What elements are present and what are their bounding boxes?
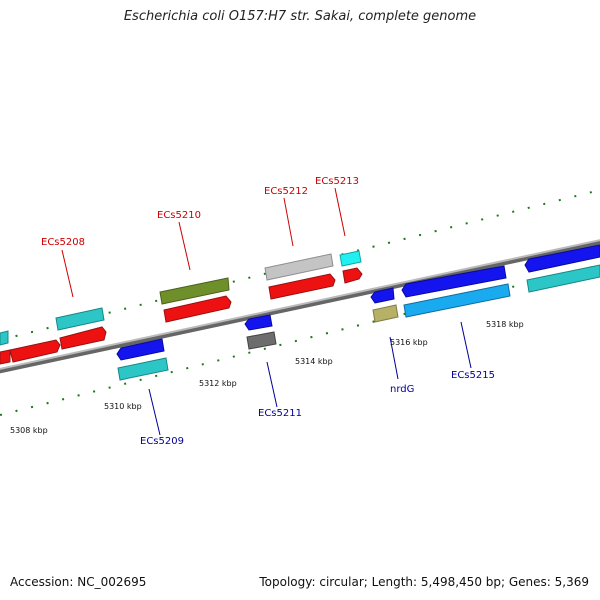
- gene-feature-khaki[interactable]: [372, 304, 399, 323]
- gene-label[interactable]: ECs5212: [264, 186, 308, 197]
- gene-label[interactable]: ECs5215: [451, 370, 495, 381]
- gene-feature-cyan[interactable]: [55, 307, 105, 331]
- gene-feature-cyan[interactable]: [526, 264, 600, 293]
- gene-label[interactable]: ECs5208: [41, 237, 85, 248]
- forward-strand-genes: [0, 250, 363, 365]
- gene-feature-red[interactable]: [59, 326, 107, 350]
- gene-feature-red[interactable]: [0, 349, 11, 365]
- map-title: Escherichia coli O157:H7 str. Sakai, com…: [123, 9, 477, 24]
- gene-label[interactable]: ECs5213: [315, 176, 359, 187]
- gene-feature-red[interactable]: [342, 267, 363, 284]
- scale-labels: 5308 kbp 5310 kbp 5312 kbp 5314 kbp 5316…: [10, 320, 524, 435]
- gene-feature-blue[interactable]: [401, 265, 507, 298]
- scale-label: 5318 kbp: [486, 320, 524, 329]
- gene-feature-blue[interactable]: [244, 314, 273, 331]
- scale-label: 5314 kbp: [295, 357, 333, 366]
- label-leader-lines: [61, 187, 472, 436]
- gene-feature-blue[interactable]: [524, 244, 600, 273]
- gene-label[interactable]: ECs5211: [258, 408, 302, 419]
- gene-label[interactable]: nrdG: [390, 384, 414, 395]
- scale-label: 5316 kbp: [390, 338, 428, 347]
- gene-feature-gray[interactable]: [264, 253, 334, 281]
- gene-feature-red[interactable]: [268, 273, 336, 300]
- gene-feature-cyan[interactable]: [117, 357, 169, 381]
- gene-feature-olive[interactable]: [159, 277, 230, 305]
- scale-ticks: [0, 189, 600, 416]
- genome-backbone: [0, 239, 600, 374]
- topology-text: Topology: circular; Length: 5,498,450 bp…: [259, 575, 589, 589]
- scale-label: 5310 kbp: [104, 402, 142, 411]
- gene-feature-red[interactable]: [9, 339, 61, 363]
- scale-label: 5308 kbp: [10, 426, 48, 435]
- gene-label[interactable]: ECs5209: [140, 436, 184, 447]
- gene-feature-darkgray[interactable]: [246, 331, 277, 350]
- gene-feature-blue[interactable]: [370, 287, 395, 304]
- accession-text: Accession: NC_002695: [10, 575, 147, 589]
- gene-label[interactable]: ECs5210: [157, 210, 201, 221]
- gene-feature-blue[interactable]: [116, 338, 165, 361]
- gene-feature-red[interactable]: [163, 295, 232, 323]
- forward-gene-labels: ECs5208 ECs5210 ECs5212 ECs5213: [41, 176, 359, 248]
- reverse-gene-labels: ECs5209 ECs5211 nrdG ECs5215: [140, 370, 495, 447]
- gene-feature-cyan[interactable]: [0, 330, 9, 346]
- reverse-strand-genes: [116, 244, 600, 381]
- scale-label: 5312 kbp: [199, 379, 237, 388]
- gene-feature-lightblue[interactable]: [403, 283, 511, 318]
- gene-feature-cyan[interactable]: [339, 250, 362, 267]
